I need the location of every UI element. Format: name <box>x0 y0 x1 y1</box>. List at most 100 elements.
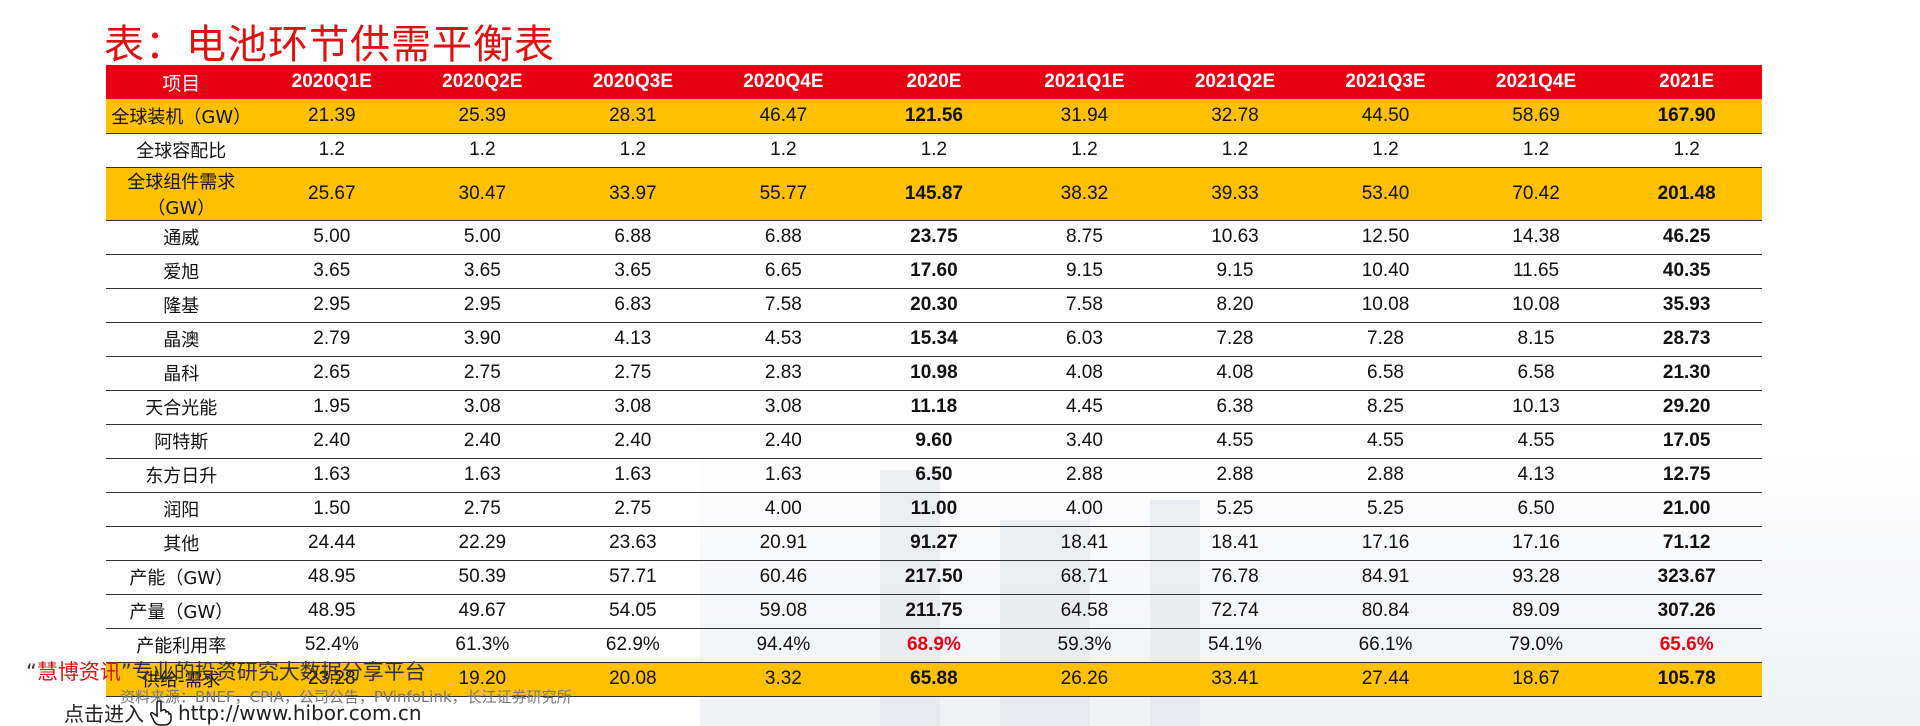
table-row: 润阳 1.50 2.75 2.75 4.00 11.00 4.00 5.25 5.25 6.50 2… <box>106 492 1762 527</box>
row-label: 天合光能 <box>106 390 257 425</box>
table-cell: 6.83 <box>557 288 709 323</box>
table-cell: 21.39 <box>256 99 408 134</box>
table-cell: 1.2 <box>1310 133 1461 168</box>
table-cell: 14.38 <box>1460 220 1612 255</box>
table-cell: 22.29 <box>407 526 558 561</box>
table-cell: 4.55 <box>1460 424 1612 459</box>
table-cell: 62.9% <box>557 628 709 663</box>
watermark-enter-text: 点击进入 <box>64 702 144 726</box>
watermark-url[interactable]: http://www.hibor.com.cn <box>178 700 422 725</box>
table-cell: 79.0% <box>1460 628 1612 663</box>
table-cell: 4.55 <box>1310 424 1461 459</box>
table-cell: 2.88 <box>1159 458 1311 493</box>
row-label: 全球容配比 <box>106 133 257 168</box>
table-cell: 1.2 <box>557 133 709 168</box>
table-cell: 2.40 <box>407 424 558 459</box>
table-cell: 145.87 <box>858 167 1010 221</box>
table-row: 全球装机（GW） 21.39 25.39 28.31 46.47 121.56 31.94 3… <box>106 99 1762 134</box>
table-cell: 1.2 <box>1460 133 1612 168</box>
table-cell: 32.78 <box>1159 99 1311 134</box>
table-cell: 10.08 <box>1460 288 1612 323</box>
table-cell: 24.44 <box>256 526 408 561</box>
table-cell: 70.42 <box>1460 167 1612 221</box>
table-cell: 21.00 <box>1611 492 1762 527</box>
table-row: 阿特斯 2.40 2.40 2.40 2.40 9.60 3.40 4.55 4.55 4.55 1… <box>106 424 1762 459</box>
table-cell: 4.08 <box>1009 356 1160 391</box>
table-cell: 76.78 <box>1159 560 1311 595</box>
table-cell: 3.40 <box>1009 424 1160 459</box>
table-cell: 6.03 <box>1009 322 1160 357</box>
table-row: 通威 5.00 5.00 6.88 6.88 23.75 8.75 10.63 12.50 14.… <box>106 220 1762 255</box>
table-cell: 4.45 <box>1009 390 1160 425</box>
table-cell: 201.48 <box>1611 167 1762 221</box>
table-cell: 53.40 <box>1310 167 1461 221</box>
row-label: 全球装机（GW） <box>106 99 257 134</box>
table-cell: 20.30 <box>858 288 1010 323</box>
table-cell: 1.2 <box>708 133 859 168</box>
table-cell: 2.75 <box>557 356 709 391</box>
table-row: 产量（GW） 48.95 49.67 54.05 59.08 211.75 64.58 72.… <box>106 594 1762 629</box>
table-cell: 38.32 <box>1009 167 1160 221</box>
table-row: 全球组件需求（GW） 25.67 30.47 33.97 55.77 145.87 38.3… <box>106 167 1762 221</box>
table-row: 供给-需求 23.28 19.20 20.08 3.32 65.88 26.26 33.41 2… <box>106 662 1762 697</box>
table-cell: 6.38 <box>1159 390 1311 425</box>
table-cell: 48.95 <box>256 560 408 595</box>
column-header: 2020E <box>858 65 1010 99</box>
table-cell: 307.26 <box>1611 594 1762 629</box>
table-row: 全球容配比 1.2 1.2 1.2 1.2 1.2 1.2 1.2 1.2 1.2 1.2 <box>106 133 1762 168</box>
table-row: 天合光能 1.95 3.08 3.08 3.08 11.18 4.45 6.38 8.25 10.… <box>106 390 1762 425</box>
table-cell: 25.67 <box>256 167 408 221</box>
table-cell: 1.2 <box>1611 133 1762 168</box>
table-cell: 3.65 <box>256 254 408 289</box>
table-cell: 8.20 <box>1159 288 1311 323</box>
table-cell: 60.46 <box>708 560 859 595</box>
table-cell: 2.83 <box>708 356 859 391</box>
column-header: 2021E <box>1611 65 1762 99</box>
column-header: 2020Q2E <box>407 65 558 99</box>
table-cell: 9.15 <box>1009 254 1160 289</box>
column-header: 2021Q1E <box>1009 65 1160 99</box>
table-cell: 167.90 <box>1611 99 1762 134</box>
table-cell: 23.63 <box>557 526 709 561</box>
table-cell: 8.75 <box>1009 220 1160 255</box>
table-cell: 10.40 <box>1310 254 1461 289</box>
table-cell: 2.79 <box>256 322 408 357</box>
table-cell: 1.2 <box>407 133 558 168</box>
table-row: 其他 24.44 22.29 23.63 20.91 91.27 18.41 18.41 17.… <box>106 526 1762 561</box>
table-cell: 1.50 <box>256 492 408 527</box>
table-cell: 33.41 <box>1159 662 1311 697</box>
table-cell: 46.47 <box>708 99 859 134</box>
table-cell: 65.88 <box>858 662 1010 697</box>
table-row: 晶科 2.65 2.75 2.75 2.83 10.98 4.08 4.08 6.58 6.58 2… <box>106 356 1762 391</box>
table-cell: 5.25 <box>1159 492 1311 527</box>
table-cell: 4.13 <box>557 322 709 357</box>
table-row: 产能（GW） 48.95 50.39 57.71 60.46 217.50 68.71 76.… <box>106 560 1762 595</box>
table-cell: 27.44 <box>1310 662 1461 697</box>
table-cell: 40.35 <box>1611 254 1762 289</box>
table-row: 隆基 2.95 2.95 6.83 7.58 20.30 7.58 8.20 10.08 10.0… <box>106 288 1762 323</box>
row-label: 晶科 <box>106 356 257 391</box>
row-label: 阿特斯 <box>106 424 257 459</box>
table-cell: 49.67 <box>407 594 558 629</box>
table-cell: 7.28 <box>1159 322 1311 357</box>
table-cell: 3.90 <box>407 322 558 357</box>
table-cell: 71.12 <box>1611 526 1762 561</box>
table-cell: 1.2 <box>858 133 1010 168</box>
table-cell: 55.77 <box>708 167 859 221</box>
row-label: 产能（GW） <box>106 560 257 595</box>
table-cell: 29.20 <box>1611 390 1762 425</box>
table-cell: 7.28 <box>1310 322 1461 357</box>
table-cell: 19.20 <box>407 662 558 697</box>
hand-cursor-icon <box>150 699 172 726</box>
watermark-link[interactable]: 点击进入 http://www.hibor.com.cn <box>64 698 422 726</box>
table-cell: 6.65 <box>708 254 859 289</box>
table-cell: 10.63 <box>1159 220 1311 255</box>
table-cell: 30.47 <box>407 167 558 221</box>
table-cell: 3.32 <box>708 662 859 697</box>
table-cell: 59.3% <box>1009 628 1160 663</box>
table-cell: 3.08 <box>557 390 709 425</box>
table-cell: 61.3% <box>407 628 558 663</box>
table-cell: 18.41 <box>1009 526 1160 561</box>
row-label: 其他 <box>106 526 257 561</box>
table-cell: 33.97 <box>557 167 709 221</box>
